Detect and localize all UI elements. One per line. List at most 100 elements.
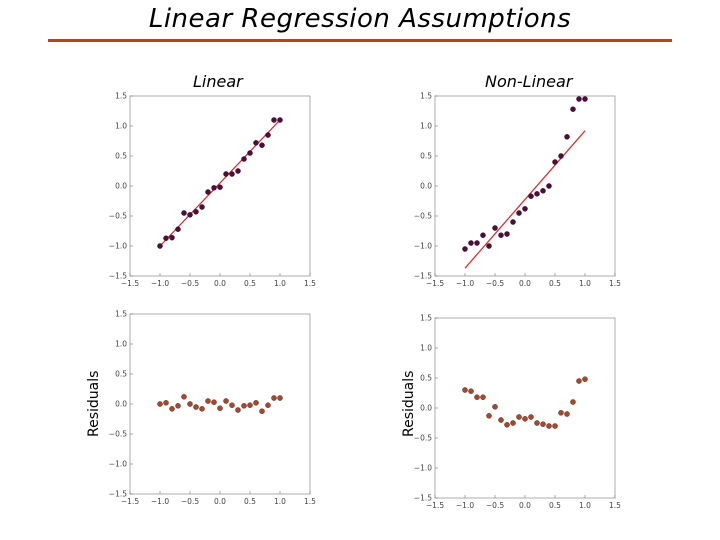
x-tick-label: 0.5 xyxy=(244,497,256,506)
data-point xyxy=(552,423,558,429)
data-point xyxy=(229,171,235,177)
y-tick-label: 1.5 xyxy=(115,92,127,101)
y-tick-label: −1.5 xyxy=(109,272,127,281)
x-tick-label: 1.0 xyxy=(579,279,591,288)
y-tick-label: −1.5 xyxy=(414,494,432,503)
data-point xyxy=(223,171,229,177)
linear-fit-plot: 1.5 1.0 0.5 0.0 −0.5 −1.0 −1.5−1.5 −1.0 −0.5 0.0 0… xyxy=(109,92,316,289)
x-tick-label: 1.0 xyxy=(274,279,286,288)
y-tick-label: −0.5 xyxy=(109,212,127,221)
data-point xyxy=(510,219,516,225)
x-tick-label: 0.0 xyxy=(214,497,226,506)
x-tick-label: 1.0 xyxy=(579,501,591,510)
y-tick-label: 0.5 xyxy=(115,370,127,379)
data-point xyxy=(474,240,480,246)
data-point xyxy=(247,402,253,408)
data-point xyxy=(492,404,498,410)
y-tick-label: −1.5 xyxy=(414,272,432,281)
data-point xyxy=(193,404,199,410)
x-tick-label: −1.0 xyxy=(151,497,169,506)
y-tick-label: 0.5 xyxy=(115,152,127,161)
data-point xyxy=(163,235,169,241)
data-point xyxy=(205,398,211,404)
data-point xyxy=(510,420,516,426)
data-point xyxy=(193,209,199,215)
x-tick-label: 1.5 xyxy=(304,279,316,288)
data-point xyxy=(480,394,486,400)
data-point xyxy=(181,210,187,216)
x-tick-label: −1.0 xyxy=(456,501,474,510)
data-point xyxy=(235,168,241,174)
data-point xyxy=(516,414,522,420)
y-tick-label: −1.0 xyxy=(109,460,127,469)
data-point xyxy=(534,420,540,426)
page-title: Linear Regression Assumptions xyxy=(148,4,572,34)
y-tick-label: −1.0 xyxy=(414,464,432,473)
data-point xyxy=(253,400,259,406)
data-point xyxy=(582,376,588,382)
data-point xyxy=(498,232,504,238)
data-point xyxy=(211,399,217,405)
x-tick-label: −0.5 xyxy=(181,497,199,506)
x-tick-label: 0.5 xyxy=(244,279,256,288)
y-tick-label: −0.5 xyxy=(414,434,432,443)
data-point xyxy=(540,188,546,194)
title-underline xyxy=(48,39,672,42)
x-tick-label: 1.5 xyxy=(609,501,621,510)
x-tick-label: 0.5 xyxy=(549,279,561,288)
data-point xyxy=(217,405,223,411)
linear-residuals-plot: 1.5 1.0 0.5 0.0 −0.5 −1.0 −1.5−1.5 −1.0 −0.5 0.0 0… xyxy=(109,310,316,507)
data-point xyxy=(241,403,247,409)
data-point xyxy=(504,422,510,428)
nonlinear-residuals-plot: 1.5 1.0 0.5 0.0 −0.5 −1.0 −1.5−1.5 −1.0 −0.5 0.0 0… xyxy=(414,314,621,511)
data-point xyxy=(181,394,187,400)
y-tick-label: 1.0 xyxy=(420,122,432,131)
data-point xyxy=(211,185,217,191)
data-point xyxy=(223,398,229,404)
data-point xyxy=(265,132,271,138)
data-point xyxy=(259,408,265,414)
axes-frame xyxy=(434,317,616,499)
data-point xyxy=(486,243,492,249)
y-tick-label: −1.5 xyxy=(109,490,127,499)
x-tick-label: 1.5 xyxy=(304,497,316,506)
data-point xyxy=(528,193,534,199)
data-point xyxy=(516,210,522,216)
data-point xyxy=(582,96,588,102)
y-tick-label: 1.0 xyxy=(115,340,127,349)
data-point xyxy=(498,417,504,423)
linear-panel-title: Linear xyxy=(193,72,243,91)
data-point xyxy=(564,411,570,417)
y-tick-label: 1.0 xyxy=(115,122,127,131)
x-tick-label: 0.0 xyxy=(519,279,531,288)
regression-line xyxy=(159,119,281,247)
y-tick-label: 0.0 xyxy=(420,404,432,413)
data-point xyxy=(558,153,564,159)
y-tick-label: 0.5 xyxy=(420,374,432,383)
data-point xyxy=(540,421,546,427)
data-point xyxy=(229,402,235,408)
data-point xyxy=(175,226,181,232)
data-point xyxy=(217,184,223,190)
data-point xyxy=(199,406,205,412)
x-tick-label: 0.0 xyxy=(214,279,226,288)
data-point xyxy=(259,142,265,148)
data-point xyxy=(522,416,528,422)
data-point xyxy=(199,204,205,210)
data-point xyxy=(205,189,211,195)
data-point xyxy=(534,191,540,197)
data-point xyxy=(570,106,576,112)
data-point xyxy=(241,156,247,162)
data-point xyxy=(504,231,510,237)
x-tick-label: −0.5 xyxy=(181,279,199,288)
data-point xyxy=(522,206,528,212)
data-point xyxy=(265,402,271,408)
x-tick-label: −1.5 xyxy=(426,501,444,510)
data-point xyxy=(247,150,253,156)
data-point xyxy=(187,212,193,218)
y-tick-label: 0.0 xyxy=(115,400,127,409)
x-tick-label: −1.5 xyxy=(121,279,139,288)
data-point xyxy=(546,183,552,189)
data-point xyxy=(558,410,564,416)
data-point xyxy=(468,388,474,394)
